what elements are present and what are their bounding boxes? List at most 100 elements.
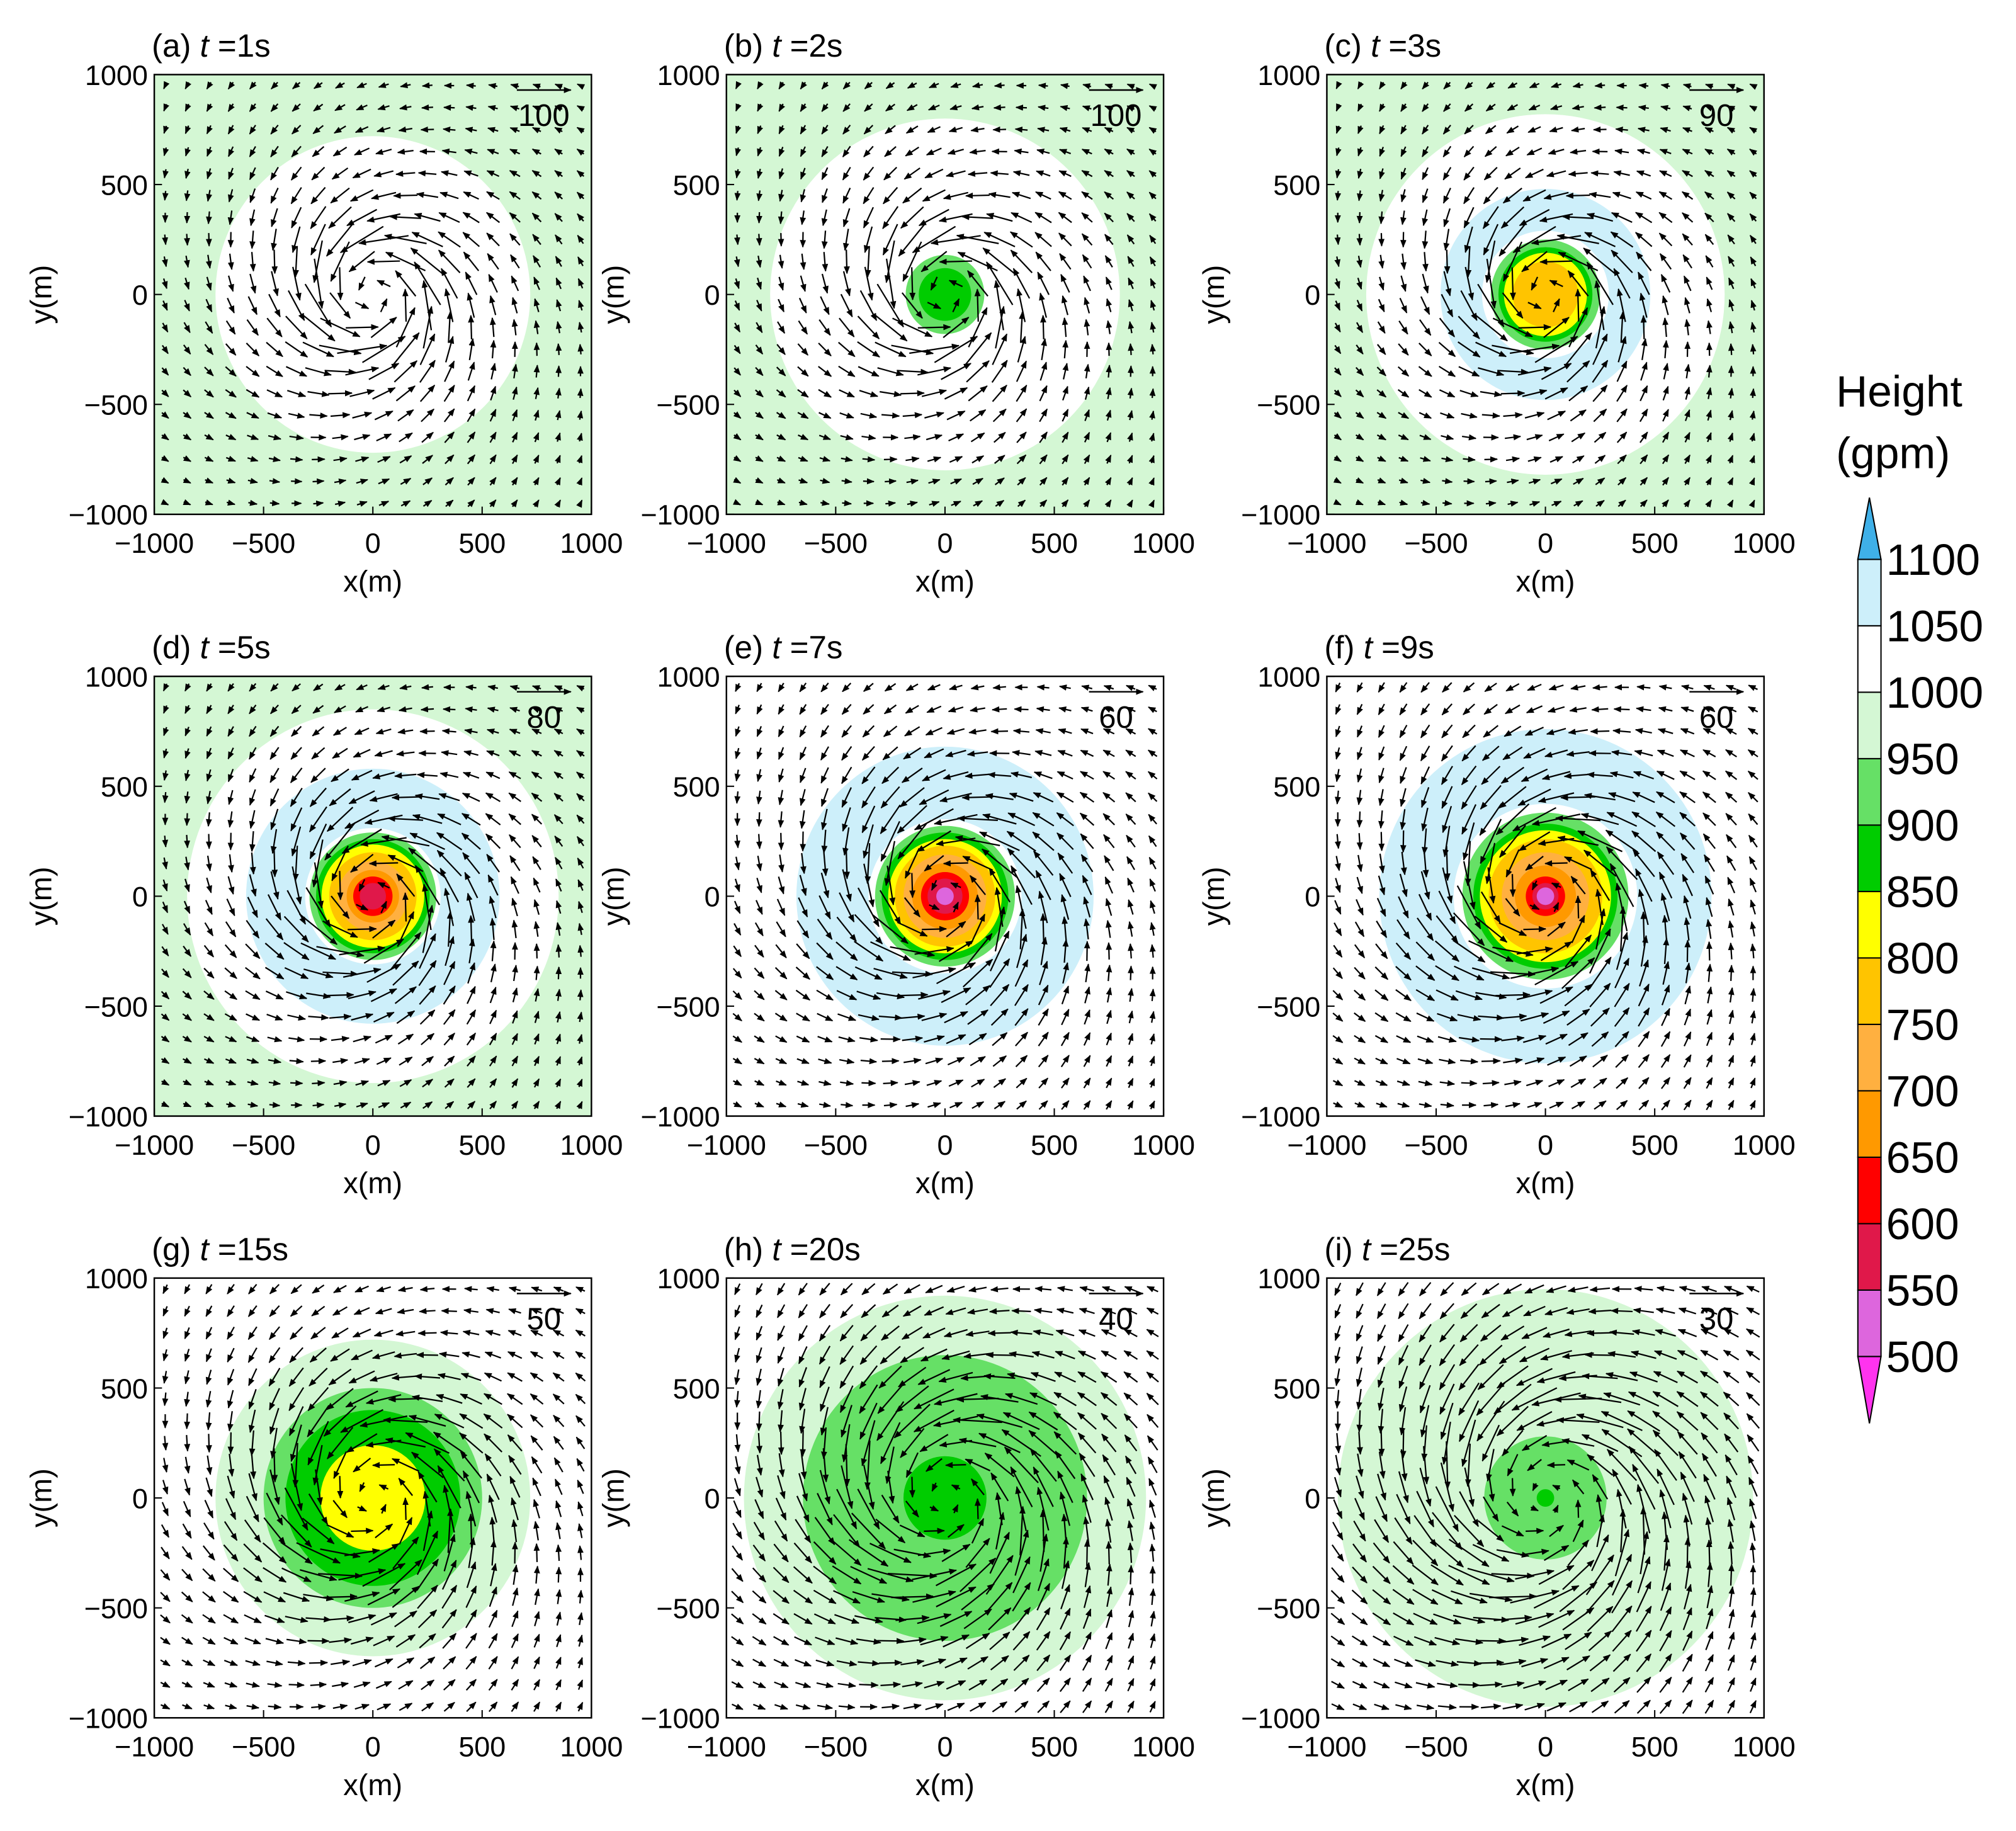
wind-arrow: [1040, 314, 1046, 339]
wind-arrow: [577, 278, 584, 289]
wind-arrow: [885, 500, 897, 507]
wind-arrow: [576, 191, 585, 200]
wind-arrow: [268, 293, 281, 318]
reference-vector-label: 100: [1090, 99, 1142, 133]
wind-arrow: [442, 127, 456, 133]
wind-arrow: [554, 191, 563, 200]
wind-arrow: [444, 431, 455, 443]
wind-arrow: [402, 892, 409, 922]
panel: [154, 676, 592, 1116]
wind-arrow: [397, 409, 414, 422]
wind-arrow: [204, 344, 214, 355]
y-tick-label: 500: [101, 771, 148, 803]
wind-arrow: [511, 499, 518, 507]
x-tick-label: −500: [1404, 1731, 1468, 1763]
wind-arrow: [965, 192, 990, 199]
wind-arrow: [467, 292, 475, 318]
wind-arrow: [421, 408, 434, 422]
wind-arrow: [375, 149, 392, 155]
wind-arrow: [465, 684, 477, 691]
wind-arrow: [1509, 874, 1516, 897]
x-tick-label: 1000: [560, 1129, 623, 1161]
wind-arrow: [324, 368, 356, 375]
wind-arrow: [313, 500, 324, 507]
x-tick-label: −1000: [1287, 1731, 1366, 1763]
wind-arrow: [533, 432, 540, 443]
wind-arrow: [204, 366, 214, 377]
wind-arrow: [1444, 846, 1451, 881]
wind-arrow: [402, 288, 409, 322]
wind-arrow: [290, 187, 302, 205]
wind-arrow: [445, 336, 455, 363]
wind-arrow: [555, 944, 562, 958]
wind-arrow: [206, 168, 213, 179]
wind-arrow: [311, 166, 326, 181]
wind-arrow: [368, 363, 400, 380]
wind-arrow: [358, 235, 409, 246]
wind-arrow: [1565, 192, 1590, 199]
wind-arrow: [291, 207, 302, 229]
wind-arrow: [555, 277, 562, 290]
wind-arrow: [355, 456, 370, 463]
wind-arrow: [1461, 1080, 1478, 1087]
wind-arrow: [312, 240, 323, 283]
wind-arrow: [249, 125, 256, 135]
wind-arrow: [1356, 811, 1363, 828]
contour-fill: [936, 887, 954, 905]
y-tick-label: −500: [1257, 990, 1320, 1023]
y-tick-label: −1000: [69, 1101, 148, 1133]
x-tick-label: 0: [365, 1129, 381, 1161]
wind-arrow: [227, 125, 235, 135]
y-tick-label: 500: [673, 1373, 720, 1405]
wind-arrow: [1356, 1410, 1363, 1433]
wind-arrow: [577, 256, 584, 266]
panel-title: (h) t =20s: [724, 1231, 861, 1267]
wind-arrow: [270, 125, 279, 135]
wind-arrow: [400, 500, 411, 507]
wind-arrow: [269, 1101, 281, 1108]
wind-arrow: [576, 127, 585, 134]
wind-arrow: [444, 360, 455, 382]
x-tick-label: −500: [232, 1731, 295, 1763]
wind-arrow: [422, 455, 433, 464]
contour-fill: [360, 883, 387, 910]
wind-arrow: [288, 290, 305, 321]
colorbar-label: 600: [1886, 1199, 1959, 1249]
y-axis-label: y(m): [1197, 265, 1230, 324]
wind-arrow: [1500, 390, 1526, 397]
wind-arrow: [184, 234, 190, 246]
wind-arrow: [463, 170, 479, 177]
wind-arrow: [162, 191, 169, 201]
wind-arrow: [556, 298, 562, 312]
x-tick-label: −500: [804, 1731, 868, 1763]
colorbar-units: (gpm): [1836, 428, 1950, 477]
wind-arrow: [577, 213, 584, 222]
wind-arrow: [533, 365, 540, 378]
wind-arrow: [161, 300, 168, 311]
wind-arrow: [467, 431, 476, 443]
wind-arrow: [227, 253, 234, 270]
wind-arrow: [533, 276, 540, 290]
y-tick-label: 500: [101, 1373, 148, 1405]
wind-arrow: [376, 127, 391, 133]
wind-arrow: [1684, 939, 1691, 962]
wind-arrow: [533, 477, 540, 485]
contour-fill: [1536, 1489, 1554, 1507]
wind-arrow: [184, 168, 191, 179]
x-tick-label: 500: [1631, 527, 1679, 559]
x-tick-label: 1000: [1132, 527, 1195, 559]
wind-arrow: [163, 125, 169, 134]
wind-arrow: [510, 83, 519, 89]
wind-arrow: [489, 454, 497, 465]
wind-arrow: [183, 344, 191, 355]
wind-arrow: [1485, 478, 1497, 485]
wind-arrow: [1378, 1430, 1385, 1457]
wind-arrow: [310, 1058, 327, 1065]
reference-vector-label: 80: [527, 701, 562, 735]
wind-arrow: [247, 296, 258, 315]
wind-arrow: [312, 1080, 326, 1087]
wind-arrow: [576, 170, 585, 178]
y-tick-label: 500: [673, 771, 720, 803]
wind-arrow: [184, 125, 191, 135]
wind-arrow: [577, 321, 584, 333]
